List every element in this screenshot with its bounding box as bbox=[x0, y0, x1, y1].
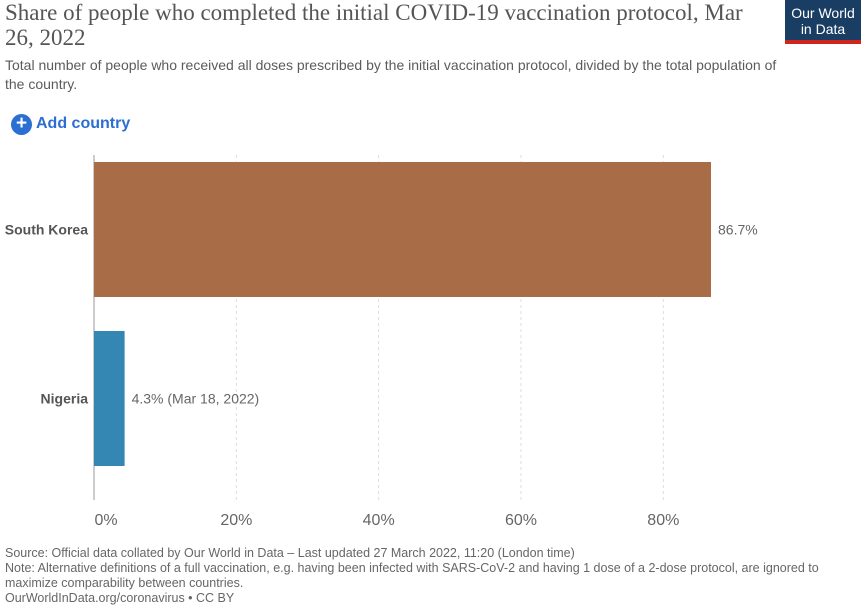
logo-line-2: in Data bbox=[800, 21, 846, 37]
chart-footer: Source: Official data collated by Our Wo… bbox=[5, 546, 825, 606]
logo-accent-bar bbox=[785, 40, 861, 44]
bar-south-korea[interactable] bbox=[94, 162, 711, 297]
bar-nigeria[interactable] bbox=[94, 331, 125, 466]
chart-subtitle: Total number of people who received all … bbox=[5, 57, 777, 92]
x-axis-ticks: 0% 20% 40% 60% 80% bbox=[94, 512, 679, 529]
owid-logo[interactable]: Our World in Data bbox=[785, 0, 861, 44]
value-label: 4.3% (Mar 18, 2022) bbox=[132, 391, 260, 407]
value-label: 86.7% bbox=[718, 222, 758, 238]
add-country-button[interactable]: + Add country bbox=[11, 113, 130, 135]
category-label[interactable]: Nigeria bbox=[41, 391, 89, 407]
bar-chart: South Korea 86.7% Nigeria 4.3% (Mar 18, 202… bbox=[5, 155, 758, 529]
x-tick-label: 80% bbox=[647, 512, 679, 529]
labels: South Korea 86.7% Nigeria 4.3% (Mar 18, 202… bbox=[5, 222, 758, 407]
x-tick-label: 60% bbox=[505, 512, 537, 529]
x-tick-label: 20% bbox=[220, 512, 252, 529]
plus-circle-icon: + bbox=[11, 113, 32, 135]
add-country-label: Add country bbox=[36, 115, 131, 132]
x-tick-label: 0% bbox=[94, 512, 117, 529]
category-label[interactable]: South Korea bbox=[5, 222, 88, 238]
x-tick-label: 40% bbox=[363, 512, 395, 529]
source-text: Source: Official data collated by Our Wo… bbox=[5, 546, 575, 560]
logo-line-1: Our World bbox=[791, 5, 855, 21]
bars bbox=[94, 162, 711, 466]
license-text[interactable]: OurWorldInData.org/coronavirus • CC BY bbox=[5, 591, 235, 605]
chart-title: Share of people who completed the initia… bbox=[5, 0, 743, 50]
note-text: Note: Alternative definitions of a full … bbox=[5, 561, 819, 590]
